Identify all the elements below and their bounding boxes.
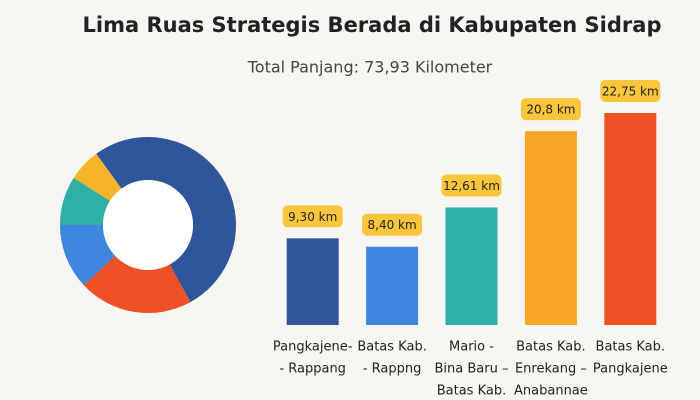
category-label: Anabannae [514, 384, 588, 399]
value-label: 8,40 km [368, 218, 417, 232]
bar [604, 113, 657, 325]
donut-segment [148, 137, 236, 303]
value-label: 12,61 km [443, 179, 500, 193]
subtitle: Total Panjang: 73,93 Kilometer [247, 58, 493, 77]
donut-segment [83, 255, 191, 313]
category-label: Enrekang – [515, 362, 587, 377]
value-badge [520, 98, 581, 121]
bar [286, 238, 339, 325]
category-label: - Rappng [363, 362, 422, 377]
bar [445, 207, 498, 325]
bar [524, 131, 577, 325]
category-label: - Rappang [279, 362, 346, 377]
donut-segment [73, 153, 122, 201]
category-label: Batas Kab. [437, 384, 507, 399]
donut-segment [96, 137, 148, 189]
bar [366, 246, 419, 325]
value-label: 9,30 km [288, 210, 337, 224]
value-badge [441, 174, 502, 197]
donut-segment [60, 225, 116, 286]
donut-segment [60, 177, 111, 225]
value-label: 20,8 km [526, 103, 575, 117]
donut-hole [103, 180, 193, 270]
category-label: Batas Kab. [596, 340, 666, 355]
category-label: Pangkajene- [273, 340, 353, 355]
category-label: Bina Baru – [435, 362, 509, 377]
category-label: Pangkajene [593, 362, 668, 377]
category-label: Mario - [449, 340, 494, 355]
value-badge [282, 205, 343, 228]
value-badge [600, 80, 661, 102]
category-label: Batas Kab. [357, 340, 427, 355]
value-badge [362, 213, 423, 236]
category-label: Batas Kab. [516, 340, 586, 355]
value-label: 22,75 km [602, 85, 659, 99]
title: Lima Ruas Strategis Berada di Kabupaten … [83, 13, 662, 37]
